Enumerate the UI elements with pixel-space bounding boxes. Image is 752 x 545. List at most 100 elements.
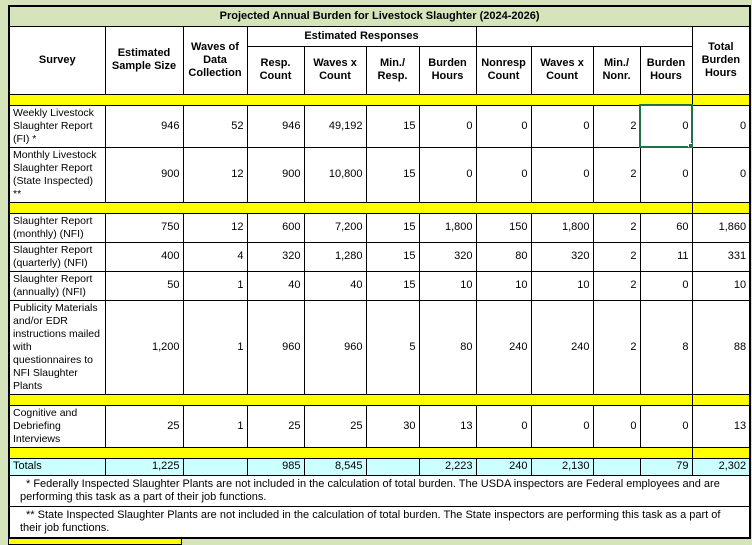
separator-cell[interactable] [8,201,693,214]
separator-cell[interactable] [8,93,693,106]
value-cell[interactable]: 2 [592,241,641,272]
value-cell[interactable]: 30 [365,404,420,448]
value-cell[interactable]: 985 [246,457,305,476]
header-survey[interactable]: Survey [8,25,106,95]
value-cell[interactable]: 900 [246,146,305,203]
value-cell[interactable]: 40 [246,270,305,301]
value-cell[interactable]: 0 [592,404,641,448]
value-cell[interactable] [365,457,420,476]
value-cell[interactable]: 1,860 [691,212,751,243]
value-cell[interactable]: 0 [475,146,532,203]
value-cell[interactable]: 60 [639,212,693,243]
value-cell[interactable]: 1 [182,299,248,395]
value-cell[interactable]: 1 [182,404,248,448]
value-cell[interactable]: 8 [639,299,693,395]
value-cell[interactable]: 0 [475,104,532,148]
value-cell[interactable]: 960 [303,299,367,395]
value-cell[interactable]: 1,800 [530,212,594,243]
totals-label[interactable]: Totals [8,457,106,476]
value-cell[interactable]: 11 [639,241,693,272]
value-cell[interactable]: 15 [365,104,420,148]
value-cell[interactable]: 15 [365,146,420,203]
footnote-cell[interactable]: * Federally Inspected Slaughter Plants a… [8,474,751,507]
value-cell[interactable]: 13 [418,404,477,448]
value-cell[interactable]: 2 [592,299,641,395]
value-cell[interactable]: 52 [182,104,248,148]
value-cell[interactable]: 2,302 [691,457,751,476]
value-cell[interactable]: 8,545 [303,457,367,476]
value-cell[interactable]: 50 [104,270,184,301]
value-cell[interactable]: 80 [418,299,477,395]
value-cell[interactable]: 12 [182,146,248,203]
value-cell[interactable]: 1,800 [418,212,477,243]
value-cell[interactable]: 0 [530,146,594,203]
value-cell[interactable]: 0 [639,146,693,203]
value-cell[interactable]: 2 [592,212,641,243]
value-cell[interactable]: 150 [475,212,532,243]
value-cell[interactable]: 2 [592,270,641,301]
value-cell[interactable]: 1,280 [303,241,367,272]
header-nonresponse-group[interactable] [475,25,693,47]
value-cell[interactable]: 750 [104,212,184,243]
header-burden-hours-2[interactable]: Burden Hours [639,45,693,95]
value-cell[interactable]: 0 [530,104,594,148]
header-total-burden-hours[interactable]: Total Burden Hours [691,25,751,95]
value-cell[interactable]: 400 [104,241,184,272]
value-cell[interactable]: 15 [365,270,420,301]
value-cell[interactable]: 1,200 [104,299,184,395]
value-cell[interactable]: 10,800 [303,146,367,203]
value-cell[interactable]: 320 [246,241,305,272]
header-min-nonr[interactable]: Min./ Nonr. [592,45,641,95]
survey-cell[interactable]: Slaughter Report (annually) (NFI) [8,270,106,301]
value-cell[interactable]: 49,192 [303,104,367,148]
value-cell[interactable]: 2,223 [418,457,477,476]
separator-cell[interactable] [691,393,751,406]
survey-cell[interactable]: Weekly Livestock Slaughter Report (FI) * [8,104,106,148]
value-cell[interactable] [592,457,641,476]
value-cell[interactable]: 320 [418,241,477,272]
selected-cell[interactable]: 0 [639,104,693,148]
value-cell[interactable]: 1,225 [104,457,184,476]
bottom-partial-row[interactable] [8,538,182,545]
value-cell[interactable]: 320 [530,241,594,272]
value-cell[interactable]: 900 [104,146,184,203]
value-cell[interactable]: 0 [691,146,751,203]
value-cell[interactable]: 79 [639,457,693,476]
header-nonresp-count[interactable]: Nonresp Count [475,45,532,95]
value-cell[interactable]: 25 [303,404,367,448]
value-cell[interactable]: 25 [246,404,305,448]
survey-cell[interactable]: Cognitive and Debriefing Interviews [8,404,106,448]
value-cell[interactable]: 4 [182,241,248,272]
value-cell[interactable]: 0 [418,146,477,203]
header-estimated-responses[interactable]: Estimated Responses [246,25,477,47]
header-waves[interactable]: Waves of Data Collection [182,25,248,95]
header-waves-x-count[interactable]: Waves x Count [303,45,367,95]
value-cell[interactable]: 240 [475,457,532,476]
value-cell[interactable]: 25 [104,404,184,448]
value-cell[interactable]: 10 [475,270,532,301]
value-cell[interactable]: 0 [418,104,477,148]
value-cell[interactable]: 10 [530,270,594,301]
value-cell[interactable]: 10 [418,270,477,301]
separator-cell[interactable] [691,446,751,459]
value-cell[interactable] [182,457,248,476]
value-cell[interactable]: 240 [475,299,532,395]
value-cell[interactable]: 331 [691,241,751,272]
value-cell[interactable]: 15 [365,212,420,243]
value-cell[interactable]: 600 [246,212,305,243]
value-cell[interactable]: 0 [691,104,751,148]
header-burden-hours[interactable]: Burden Hours [418,45,477,95]
value-cell[interactable]: 2 [592,104,641,148]
value-cell[interactable]: 0 [530,404,594,448]
separator-cell[interactable] [691,93,751,106]
separator-cell[interactable] [8,393,693,406]
value-cell[interactable]: 88 [691,299,751,395]
value-cell[interactable]: 13 [691,404,751,448]
header-waves-x-count-2[interactable]: Waves x Count [530,45,594,95]
survey-cell[interactable]: Publicity Materials and/or EDR instructi… [8,299,106,395]
value-cell[interactable]: 40 [303,270,367,301]
value-cell[interactable]: 15 [365,241,420,272]
separator-cell[interactable] [8,446,693,459]
value-cell[interactable]: 960 [246,299,305,395]
header-resp-count[interactable]: Resp. Count [246,45,305,95]
